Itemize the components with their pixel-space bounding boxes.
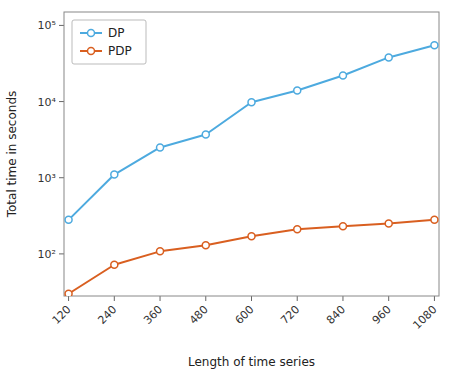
x-tick <box>160 296 161 301</box>
legend-label: PDP <box>108 44 132 58</box>
x-tick-label: 720 <box>278 303 302 327</box>
point-marker <box>248 99 255 106</box>
plot-frame <box>64 12 439 296</box>
point-marker <box>65 216 72 223</box>
x-tick-label: 480 <box>187 303 211 327</box>
series-group <box>65 42 438 296</box>
x-tick <box>205 296 206 301</box>
point-marker <box>339 223 346 230</box>
x-tick <box>434 296 435 301</box>
series-line <box>69 220 435 294</box>
point-marker <box>202 242 209 249</box>
x-tick <box>342 296 343 301</box>
x-tick <box>251 296 252 301</box>
x-axis-label: Length of time series <box>188 355 315 369</box>
y-tick <box>59 253 64 254</box>
y-tick <box>59 25 64 26</box>
point-marker <box>248 233 255 240</box>
point-marker <box>111 171 118 178</box>
point-marker <box>294 87 301 94</box>
point-marker <box>431 42 438 49</box>
point-marker <box>111 261 118 268</box>
x-tick-label: 120 <box>50 303 74 327</box>
point-marker <box>385 220 392 227</box>
y-axis-label: Total time in seconds <box>5 91 19 219</box>
legend-box <box>72 20 146 64</box>
y-tick-label: 10⁵ <box>38 19 56 32</box>
point-marker <box>157 144 164 151</box>
point-marker <box>157 248 164 255</box>
chart: 120 240 360 480 600 720 840 960 1080 10² 10³ 10⁴ 10⁵… <box>0 0 455 374</box>
plot-area <box>64 12 439 296</box>
x-tick <box>114 296 115 301</box>
x-tick-label: 360 <box>141 303 165 327</box>
point-marker <box>385 54 392 61</box>
x-tick <box>388 296 389 301</box>
y-tick <box>59 101 64 102</box>
x-tick-label: 840 <box>324 303 348 327</box>
legend: DP PDP <box>72 20 146 64</box>
point-marker <box>65 290 72 296</box>
point-marker <box>339 72 346 79</box>
x-tick-label: 960 <box>370 303 394 327</box>
point-marker <box>431 216 438 223</box>
y-tick <box>59 177 64 178</box>
y-tick-label: 10⁴ <box>38 96 57 109</box>
x-tick-label: 1080 <box>411 303 440 332</box>
x-tick <box>68 296 69 301</box>
x-tick-label: 240 <box>95 303 119 327</box>
legend-marker <box>88 48 95 55</box>
y-tick-label: 10³ <box>38 172 56 185</box>
series-line <box>69 45 435 220</box>
point-marker <box>294 226 301 233</box>
y-tick-label: 10² <box>38 248 56 261</box>
x-tick <box>297 296 298 301</box>
legend-label: DP <box>108 26 124 40</box>
point-marker <box>202 131 209 138</box>
legend-marker <box>88 30 95 37</box>
x-tick-label: 600 <box>233 303 257 327</box>
